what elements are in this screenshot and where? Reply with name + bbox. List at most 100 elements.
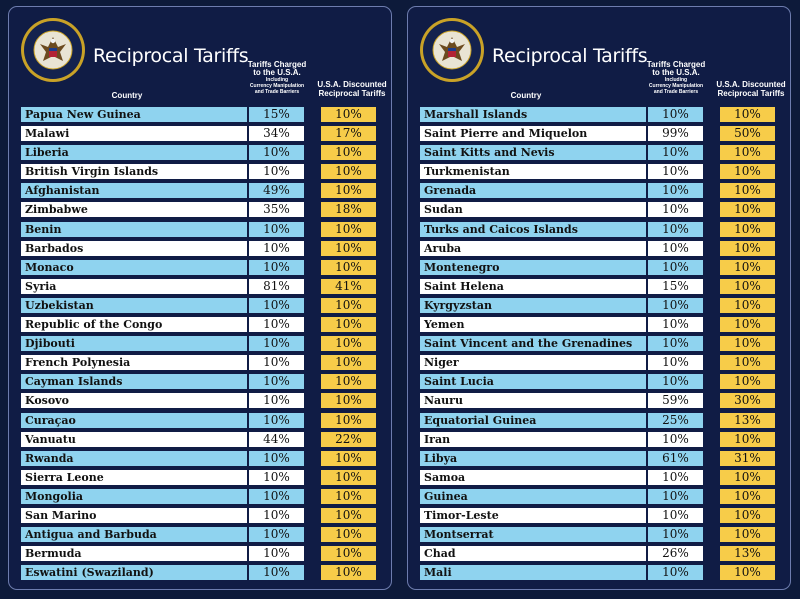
tariff-rows: Marshall Islands 10% 10% Saint Pierre and M… (408, 105, 790, 582)
discounted-tariff-cell: 10% (720, 107, 775, 122)
country-cell: Guinea (420, 488, 646, 504)
table-row: Chad 26% 13% (408, 544, 790, 563)
table-row: Syria 81% 41% (9, 277, 391, 296)
tariff-charged-cell: 26% (648, 546, 703, 562)
table-row: Uzbekistan 10% 10% (9, 296, 391, 315)
tariff-panel-left: Reciprocal Tariffs Country Tariffs Charg… (8, 6, 392, 590)
header-discount-line1: U.S.A. Discounted (317, 80, 387, 89)
country-cell: Djibouti (21, 336, 247, 352)
table-row: San Marino 10% 10% (9, 506, 391, 525)
tariff-charged-cell: 10% (249, 527, 304, 543)
country-cell: Timor-Leste (420, 507, 646, 523)
discounted-tariff-cell: 10% (720, 565, 775, 581)
discounted-tariff-cell: 30% (720, 393, 775, 409)
header-charged-sub3: and Trade Barriers (653, 89, 699, 95)
table-row: Iran 10% 10% (408, 430, 790, 449)
country-cell: Zimbabwe (21, 202, 247, 218)
panel-title: Reciprocal Tariffs (93, 45, 249, 67)
discounted-tariff-cell: 10% (720, 145, 775, 161)
tariff-charged-cell: 10% (648, 565, 703, 581)
tariff-charged-cell: 10% (648, 202, 703, 218)
country-cell: Equatorial Guinea (420, 412, 646, 428)
table-row: Marshall Islands 10% 10% (408, 105, 790, 124)
header-tariffs-charged: Tariffs Charged to the U.S.A. Including … (241, 61, 313, 95)
table-row: Monaco 10% 10% (9, 258, 391, 277)
table-row: Djibouti 10% 10% (9, 334, 391, 353)
tariff-charged-cell: 10% (648, 240, 703, 256)
table-row: French Polynesia 10% 10% (9, 353, 391, 372)
table-row: Sudan 10% 10% (408, 200, 790, 219)
table-row: Nauru 59% 30% (408, 391, 790, 410)
discounted-tariff-cell: 10% (321, 336, 376, 352)
tariff-panel-right: Reciprocal Tariffs Country Tariffs Charg… (407, 6, 791, 590)
tariff-charged-cell: 10% (648, 221, 703, 237)
country-cell: Saint Helena (420, 278, 646, 294)
tariff-charged-cell: 10% (648, 336, 703, 352)
discounted-tariff-cell: 10% (321, 527, 376, 543)
panel-title: Reciprocal Tariffs (492, 45, 648, 67)
table-row: Curaçao 10% 10% (9, 411, 391, 430)
tariff-charged-cell: 10% (648, 297, 703, 313)
discounted-tariff-cell: 10% (720, 469, 775, 485)
discounted-tariff-cell: 10% (321, 317, 376, 333)
country-cell: Saint Pierre and Miquelon (420, 126, 646, 142)
country-cell: Montenegro (420, 259, 646, 275)
discounted-tariff-cell: 10% (321, 412, 376, 428)
table-row: Kyrgyzstan 10% 10% (408, 296, 790, 315)
presidential-seal-icon (21, 18, 85, 82)
tariff-charged-cell: 10% (249, 355, 304, 371)
tariff-charged-cell: 59% (648, 393, 703, 409)
table-row: Libya 61% 31% (408, 449, 790, 468)
country-cell: Papua New Guinea (21, 107, 247, 122)
table-row: Saint Vincent and the Grenadines 10% 10% (408, 334, 790, 353)
country-cell: British Virgin Islands (21, 164, 247, 180)
country-cell: Yemen (420, 317, 646, 333)
country-cell: Marshall Islands (420, 107, 646, 122)
country-cell: Monaco (21, 259, 247, 275)
country-cell: Curaçao (21, 412, 247, 428)
discounted-tariff-cell: 10% (720, 431, 775, 447)
tariff-charged-cell: 44% (249, 431, 304, 447)
discounted-tariff-cell: 10% (321, 355, 376, 371)
country-cell: Samoa (420, 469, 646, 485)
table-row: Saint Helena 15% 10% (408, 277, 790, 296)
country-cell: Bermuda (21, 546, 247, 562)
table-row: Papua New Guinea 15% 10% (9, 105, 391, 124)
discounted-tariff-cell: 10% (720, 336, 775, 352)
country-cell: Sierra Leone (21, 469, 247, 485)
country-cell: Mongolia (21, 488, 247, 504)
tariff-charged-cell: 15% (648, 278, 703, 294)
country-cell: Antigua and Barbuda (21, 527, 247, 543)
country-cell: Saint Lucia (420, 374, 646, 390)
table-row: Turks and Caicos Islands 10% 10% (408, 220, 790, 239)
table-row: Mali 10% 10% (408, 563, 790, 582)
header-charged-line1: Tariffs Charged (247, 60, 307, 69)
table-row: Equatorial Guinea 25% 13% (408, 411, 790, 430)
discounted-tariff-cell: 10% (321, 297, 376, 313)
country-cell: Liberia (21, 145, 247, 161)
country-cell: Saint Vincent and the Grenadines (420, 336, 646, 352)
table-row: Timor-Leste 10% 10% (408, 506, 790, 525)
tariff-charged-cell: 10% (249, 546, 304, 562)
country-cell: Sudan (420, 202, 646, 218)
tariff-charged-cell: 10% (648, 145, 703, 161)
country-cell: Iran (420, 431, 646, 447)
tariff-charged-cell: 35% (249, 202, 304, 218)
country-cell: Chad (420, 546, 646, 562)
discounted-tariff-cell: 10% (321, 145, 376, 161)
country-cell: Uzbekistan (21, 297, 247, 313)
tariff-charged-cell: 10% (249, 317, 304, 333)
country-cell: Mali (420, 565, 646, 581)
tariff-charged-cell: 10% (249, 488, 304, 504)
country-cell: Turkmenistan (420, 164, 646, 180)
header-country: Country (510, 91, 542, 100)
table-row: Kosovo 10% 10% (9, 391, 391, 410)
discounted-tariff-cell: 10% (720, 355, 775, 371)
tariff-charged-cell: 10% (249, 507, 304, 523)
tariff-charged-cell: 10% (648, 469, 703, 485)
discounted-tariff-cell: 10% (720, 488, 775, 504)
discounted-tariff-cell: 10% (321, 469, 376, 485)
country-cell: Saint Kitts and Nevis (420, 145, 646, 161)
discounted-tariff-cell: 10% (720, 183, 775, 199)
header-discounted-tariffs: U.S.A. Discounted Reciprocal Tariffs (313, 80, 391, 99)
